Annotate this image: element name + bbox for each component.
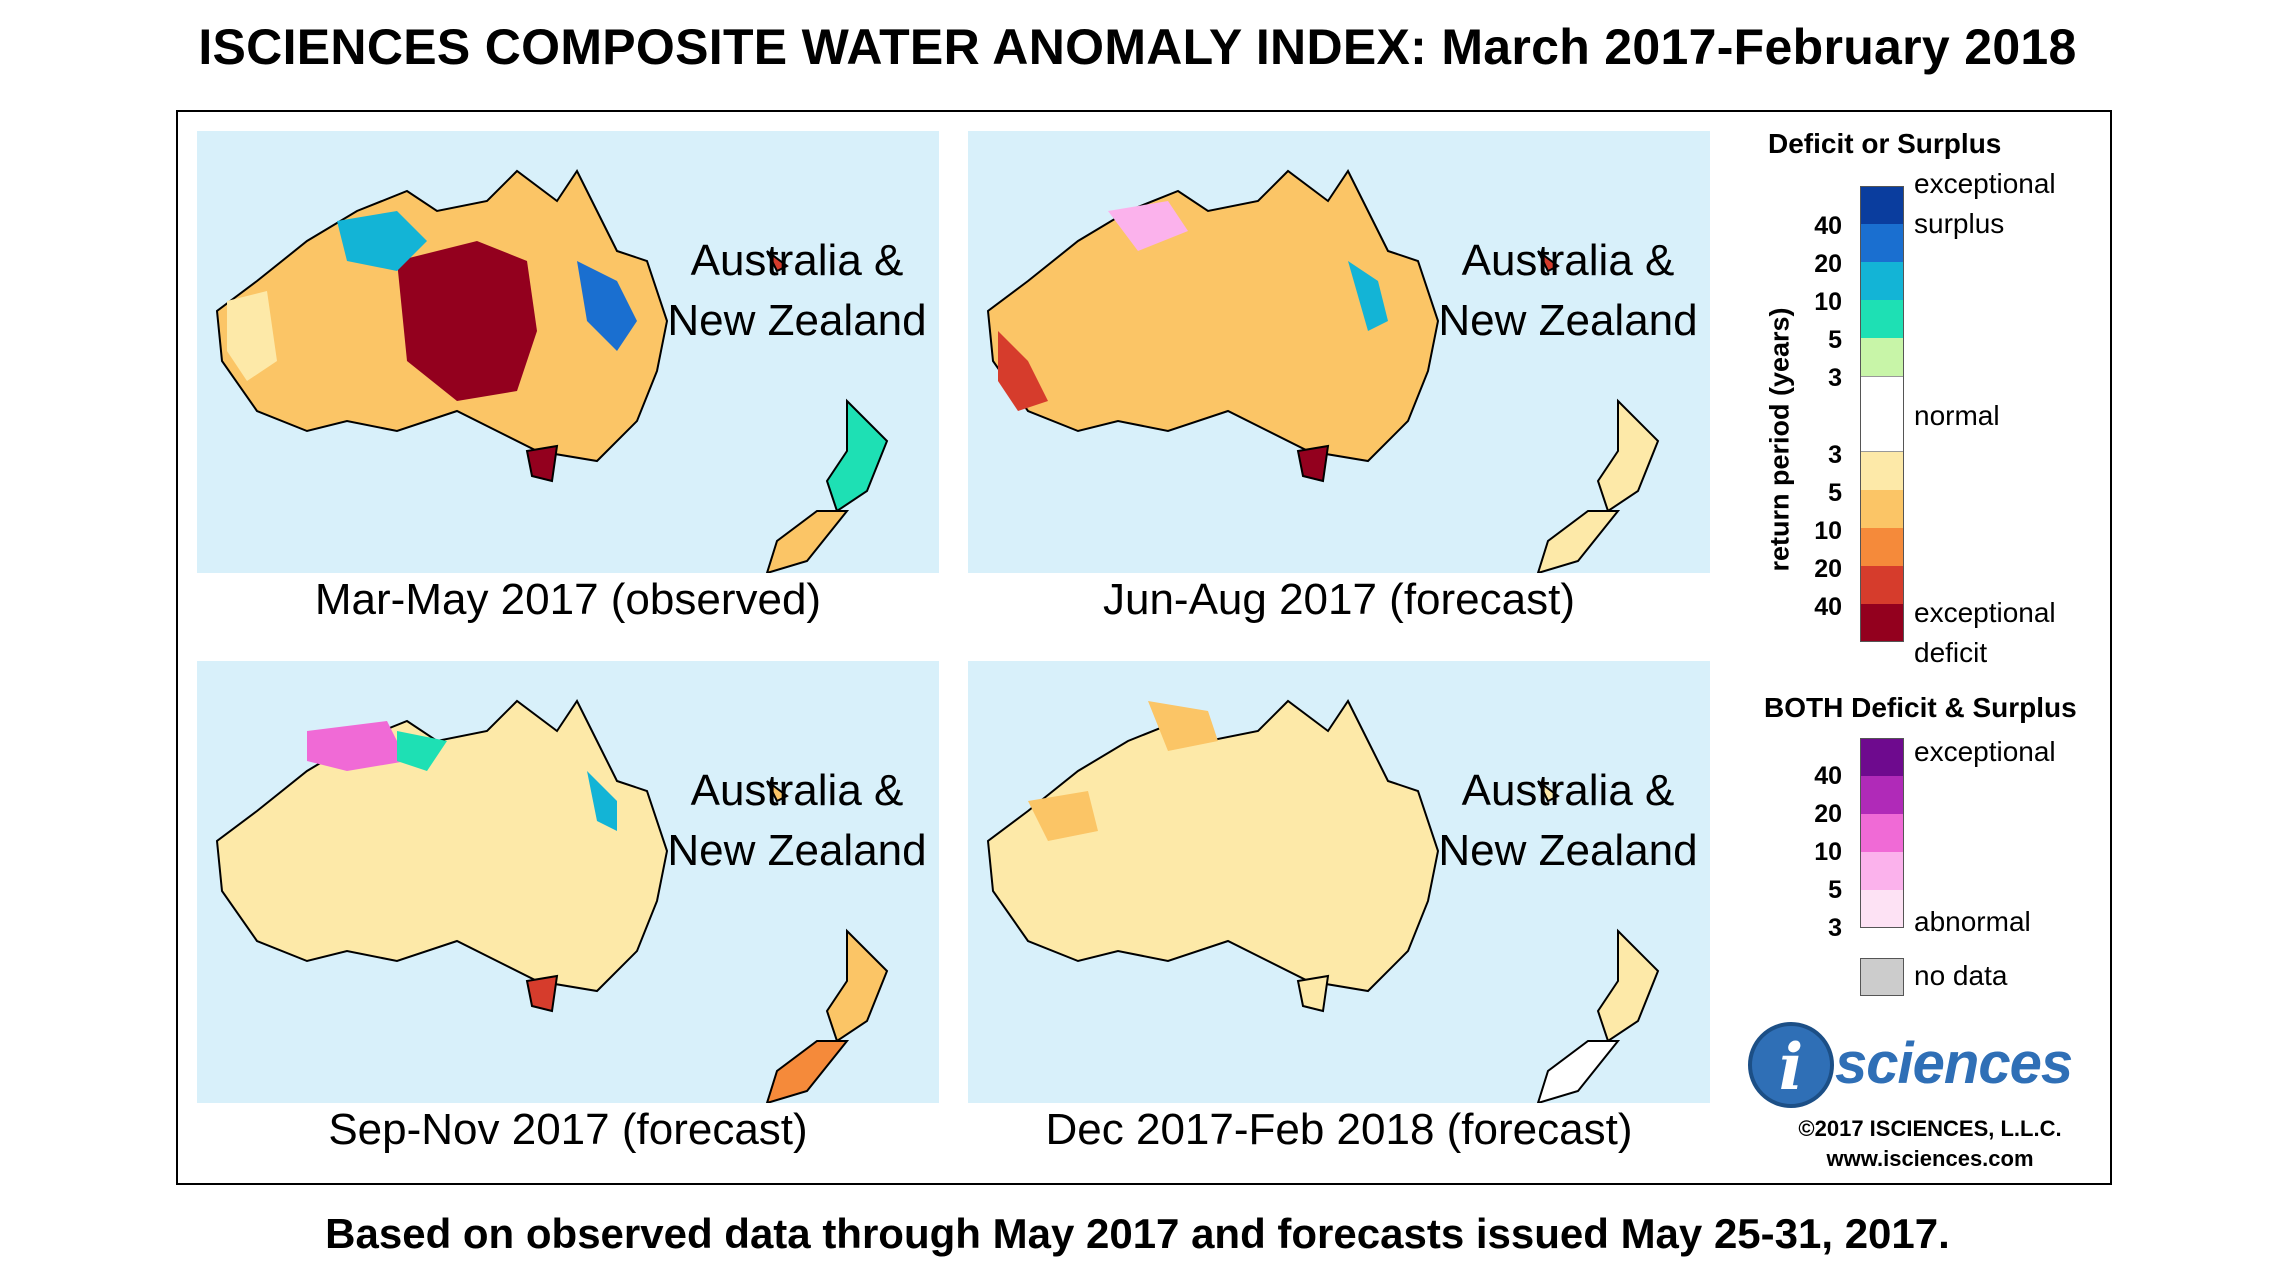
australia-landmass — [215, 699, 669, 993]
legend-label-exceptional-deficit: exceptional — [1914, 597, 2056, 628]
legend-label-both-abnormal: abnormal — [1914, 906, 2031, 937]
australia-nz-map — [215, 699, 889, 1103]
region-label: Australia & New Zealand — [1438, 236, 1698, 345]
legend-tick: 5 — [1828, 326, 1842, 354]
legend-tick: 40 — [1814, 212, 1842, 240]
australia-nz-map — [986, 169, 1660, 573]
nz-south-island — [765, 510, 850, 573]
swatch-surplus-20 — [1860, 224, 1904, 262]
swatch-deficit-3 — [1860, 452, 1904, 490]
swatch-both-10 — [1860, 814, 1904, 852]
australia-landmass — [986, 169, 1440, 463]
legend-tick: 10 — [1814, 288, 1842, 316]
swatch-deficit-20 — [1860, 566, 1904, 604]
map-panel-jun-aug: Australia & New Zealand — [968, 131, 1710, 573]
swatch-both-5 — [1860, 852, 1904, 890]
legend-label-exceptional-surplus: exceptional — [1914, 168, 2056, 199]
map-panel-dec-feb: Australia & New Zealand — [968, 661, 1710, 1103]
nz-north-island — [1596, 398, 1660, 513]
swatch-surplus-40 — [1860, 186, 1904, 224]
legend-tick: 40 — [1814, 593, 1842, 621]
panel-caption: Mar-May 2017 (observed) — [314, 575, 822, 624]
map-panel-mar-may: Australia & New Zealand — [197, 131, 939, 573]
nz-north-island — [825, 928, 889, 1043]
legend-label-surplus: surplus — [1914, 208, 2005, 239]
nz-north-island — [825, 398, 889, 513]
legend-tick: 5 — [1828, 876, 1842, 904]
legend-label-no-data: no data — [1914, 960, 2008, 991]
swatch-no-data — [1860, 958, 1904, 996]
isciences-logo-text: sciences — [1835, 1031, 2073, 1096]
australia-nz-map — [215, 169, 889, 573]
legend-tick: 5 — [1828, 479, 1842, 507]
map-frame — [176, 110, 2112, 1185]
isciences-logo-icon: i — [1748, 1022, 1834, 1108]
swatch-surplus-5 — [1860, 300, 1904, 338]
legend-tick: 20 — [1814, 800, 1842, 828]
swatch-deficit-5 — [1860, 490, 1904, 528]
legend-tick: 3 — [1828, 364, 1842, 392]
legend-tick: 3 — [1828, 914, 1842, 942]
legend-tick: 20 — [1814, 555, 1842, 583]
legend-scale-border — [1860, 738, 1904, 928]
legend-label-normal: normal — [1914, 400, 2000, 431]
legend-tick: 40 — [1814, 762, 1842, 790]
swatch-deficit-10 — [1860, 528, 1904, 566]
australia-nz-map — [986, 699, 1660, 1103]
legend-heading-deficit-surplus: Deficit or Surplus — [1768, 128, 2002, 159]
legend-tick: 10 — [1814, 838, 1842, 866]
panel-caption: Sep-Nov 2017 (forecast) — [328, 1105, 808, 1154]
page-title: ISCIENCES COMPOSITE WATER ANOMALY INDEX:… — [198, 19, 2077, 75]
swatch-both-20 — [1860, 776, 1904, 814]
swatch-deficit-40 — [1860, 604, 1904, 642]
swatch-both-40 — [1860, 738, 1904, 776]
australia-landmass — [986, 699, 1440, 993]
nz-south-island — [1536, 510, 1621, 573]
region-label: Australia & New Zealand — [667, 236, 927, 345]
region-label: Australia & New Zealand — [1438, 766, 1698, 875]
map-panel-sep-nov: Australia & New Zealand — [197, 661, 939, 1103]
region-label: Australia & New Zealand — [667, 766, 927, 875]
swatch-both-3 — [1860, 890, 1904, 928]
swatch-normal — [1860, 376, 1904, 452]
footer-note: Based on observed data through May 2017 … — [325, 1210, 1950, 1257]
legend-tick: 3 — [1828, 441, 1842, 469]
nz-north-island — [1596, 928, 1660, 1043]
legend-tick: 20 — [1814, 250, 1842, 278]
legend-tick: 10 — [1814, 517, 1842, 545]
nz-south-island — [765, 1040, 850, 1103]
copyright: ©2017 ISCIENCES, L.L.C. — [1798, 1116, 2062, 1141]
website: www.isciences.com — [1826, 1146, 2034, 1171]
swatch-surplus-10 — [1860, 262, 1904, 300]
legend-label-deficit: deficit — [1914, 637, 1988, 668]
legend-label-both-exceptional: exceptional — [1914, 736, 2056, 767]
legend-heading-both: BOTH Deficit & Surplus — [1764, 692, 2077, 723]
legend-scale-border — [1860, 186, 1904, 642]
nz-south-island — [1536, 1040, 1621, 1103]
panel-caption: Jun-Aug 2017 (forecast) — [1102, 575, 1576, 624]
swatch-surplus-3 — [1860, 338, 1904, 376]
panel-caption: Dec 2017-Feb 2018 (forecast) — [1045, 1105, 1633, 1154]
